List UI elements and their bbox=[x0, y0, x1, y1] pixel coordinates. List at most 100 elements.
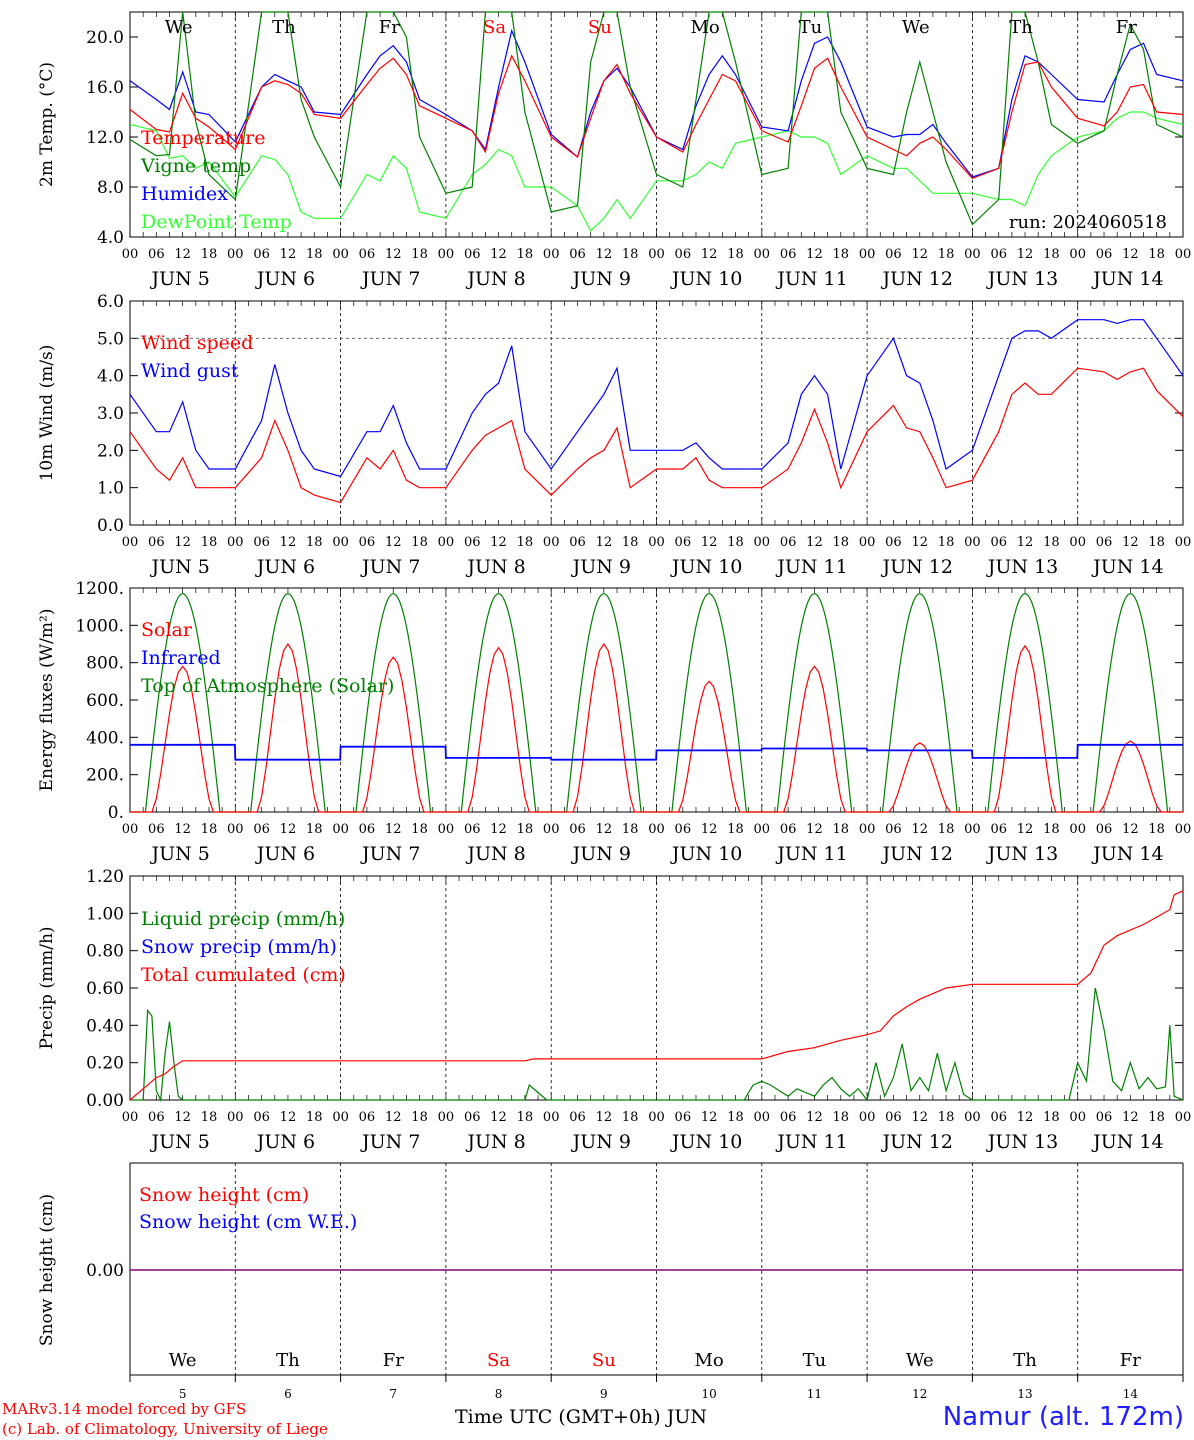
y-tick-label: 1.0 bbox=[97, 479, 124, 499]
hour-label: 00 bbox=[543, 535, 560, 550]
hour-label: 12 bbox=[280, 535, 297, 550]
hour-label: 12 bbox=[806, 247, 823, 262]
hour-label: 12 bbox=[490, 1110, 507, 1125]
hour-label: 12 bbox=[174, 535, 191, 550]
weekday-label: Fr bbox=[1120, 1350, 1141, 1371]
hour-label: 06 bbox=[253, 535, 270, 550]
date-label: JUN 7 bbox=[360, 843, 420, 865]
date-label: JUN 10 bbox=[670, 1131, 742, 1153]
date-label: JUN 12 bbox=[881, 556, 953, 578]
hour-label: 06 bbox=[148, 822, 165, 837]
hour-label: 18 bbox=[1148, 822, 1165, 837]
date-label: JUN 5 bbox=[149, 268, 209, 290]
hour-label: 00 bbox=[227, 822, 244, 837]
hour-label: 06 bbox=[464, 1110, 481, 1125]
hour-label: 18 bbox=[517, 535, 534, 550]
hour-label: 18 bbox=[833, 822, 850, 837]
hour-label: 18 bbox=[833, 247, 850, 262]
panel-2: 0.0 1.0 2.0 3.0 4.0 5.0 6.0 10m Wind (m/s) Wind … bbox=[37, 292, 1184, 536]
series-solar bbox=[130, 642, 1183, 813]
legend-humidex: Humidex bbox=[141, 183, 228, 205]
plot-frame bbox=[129, 587, 1184, 813]
hour-label: 00 bbox=[122, 1110, 139, 1125]
hour-label: 06 bbox=[1096, 535, 1113, 550]
x-axis-labels-3: 00 06 12 18 00 06 12 18 00 06 12 18 00 06 12 18 00 06 12 18… bbox=[122, 822, 1192, 865]
hour-label: 00 bbox=[648, 247, 665, 262]
hour-label: 12 bbox=[701, 247, 718, 262]
y-axis-label: 10m Wind (m/s) bbox=[37, 345, 57, 482]
hour-label: 12 bbox=[385, 822, 402, 837]
weekday-label: Mo bbox=[695, 1350, 724, 1371]
hour-label: 06 bbox=[990, 247, 1007, 262]
date-label: JUN 6 bbox=[255, 1131, 315, 1153]
date-label: JUN 11 bbox=[775, 268, 847, 290]
hour-label: 00 bbox=[332, 535, 349, 550]
hour-label: 00 bbox=[122, 247, 139, 262]
hour-label: 18 bbox=[938, 822, 955, 837]
hour-label: 00 bbox=[438, 247, 455, 262]
x-axis-labels-1: 00 06 12 18 00 06 12 18 00 06 12 18 00 06 12 18 00 06 12 18… bbox=[122, 247, 1192, 290]
date-label: JUN 10 bbox=[670, 268, 742, 290]
hour-label: 06 bbox=[253, 247, 270, 262]
hour-label: 06 bbox=[464, 535, 481, 550]
date-label: JUN 8 bbox=[465, 843, 525, 865]
hour-label: 06 bbox=[569, 822, 586, 837]
hour-label: 06 bbox=[990, 535, 1007, 550]
hour-label: 12 bbox=[806, 1110, 823, 1125]
y-tick-label: 600. bbox=[86, 691, 124, 711]
weekday-label: Sa bbox=[487, 1350, 510, 1371]
panel-3: 0. 200. 400. 600. 800. 1000. 1200. Energy fluxe… bbox=[37, 579, 1184, 823]
hour-label: 18 bbox=[833, 1110, 850, 1125]
hour-label: 00 bbox=[1069, 822, 1086, 837]
y-tick-label: 6.0 bbox=[97, 292, 124, 312]
time-axis-label: Time UTC (GMT+0h) bbox=[455, 1406, 661, 1428]
hour-label: 06 bbox=[780, 247, 797, 262]
date-label: JUN 13 bbox=[986, 1131, 1058, 1153]
hour-label: 00 bbox=[648, 535, 665, 550]
x-axis-labels-4: 00 06 12 18 00 06 12 18 00 06 12 18 00 06 12 18 00 06 12 18… bbox=[122, 1110, 1192, 1153]
hour-label: 06 bbox=[464, 822, 481, 837]
hour-label: 06 bbox=[990, 1110, 1007, 1125]
hour-label: 12 bbox=[701, 822, 718, 837]
hour-label: 18 bbox=[306, 535, 323, 550]
weekday-label: Th bbox=[1009, 17, 1033, 38]
date-label: JUN 12 bbox=[881, 843, 953, 865]
legend-wind-speed: Wind speed bbox=[141, 332, 253, 354]
hour-label: 18 bbox=[411, 1110, 428, 1125]
date-label: JUN 11 bbox=[775, 556, 847, 578]
hour-label: 18 bbox=[1148, 1110, 1165, 1125]
weekday-label: Th bbox=[272, 17, 296, 38]
date-label: JUN 5 bbox=[149, 556, 209, 578]
hour-label: 18 bbox=[306, 822, 323, 837]
hour-label: 00 bbox=[1069, 535, 1086, 550]
hour-label: 06 bbox=[148, 247, 165, 262]
hour-label: 00 bbox=[964, 822, 981, 837]
date-number: 14 bbox=[1123, 1387, 1139, 1401]
date-label: JUN 10 bbox=[670, 843, 742, 865]
hour-label: 06 bbox=[1096, 1110, 1113, 1125]
series-dewpoint-temp bbox=[129, 111, 1184, 232]
hour-label: 12 bbox=[596, 535, 613, 550]
month-label: JUN bbox=[666, 1406, 708, 1428]
hour-label: 00 bbox=[754, 822, 771, 837]
hour-label: 06 bbox=[675, 1110, 692, 1125]
y-tick-label: 5.0 bbox=[97, 329, 124, 349]
y-axis-label: Snow height (cm) bbox=[37, 1194, 57, 1346]
hour-label: 18 bbox=[938, 1110, 955, 1125]
hour-label: 12 bbox=[1017, 535, 1034, 550]
hour-label: 18 bbox=[1043, 535, 1060, 550]
y-tick-label: 1200. bbox=[75, 579, 124, 599]
legend-wind-gust: Wind gust bbox=[141, 360, 239, 382]
y-tick-label: 0.80 bbox=[86, 942, 124, 962]
y-tick-label: 1.00 bbox=[86, 904, 124, 924]
weekday-label: We bbox=[169, 1350, 197, 1371]
hour-label: 18 bbox=[201, 1110, 218, 1125]
y-tick-label: 20.0 bbox=[86, 28, 124, 48]
y-tick-label: 16.0 bbox=[86, 78, 124, 98]
hour-label: 06 bbox=[569, 535, 586, 550]
date-number: 13 bbox=[1017, 1387, 1032, 1401]
hour-label: 18 bbox=[938, 247, 955, 262]
legend-solar: Solar bbox=[141, 619, 193, 641]
legend-vigne-temp: Vigne temp bbox=[140, 155, 251, 177]
series-liquid-precip-mm-h bbox=[130, 987, 1184, 1103]
